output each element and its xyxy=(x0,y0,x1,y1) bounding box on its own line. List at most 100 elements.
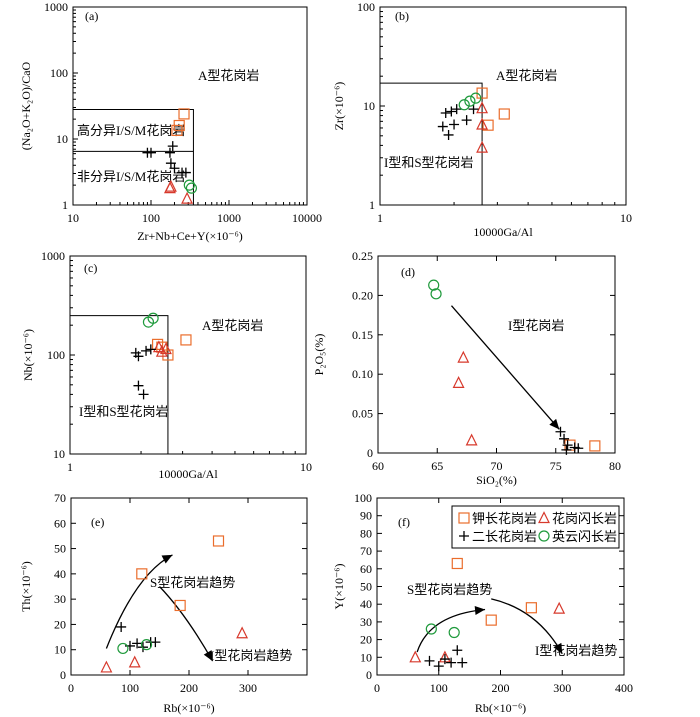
data-point-square-e-1 xyxy=(174,599,186,612)
panel-a-y-tick-label: 1000 xyxy=(44,0,68,14)
data-point-plus-b-2 xyxy=(451,104,462,115)
data-point-plus-d-0 xyxy=(555,426,566,437)
panel-a-x-tick-label: 100 xyxy=(142,211,160,225)
panel-e-field-label-1: I型花岗岩趋势 xyxy=(210,648,292,663)
panel-f-x-tick-label: 200 xyxy=(492,681,510,695)
legend-label-1: 花岗闪长岩 xyxy=(552,511,617,526)
panel-b-x-tick-label: 10 xyxy=(620,211,632,225)
panel-d-y-tick-label: 0.05 xyxy=(352,407,373,421)
panel-e-y-tick-label: 40 xyxy=(54,567,66,581)
data-point-square-f-1 xyxy=(485,614,497,626)
panel-a-y-tick-label: 1 xyxy=(62,198,68,212)
panel-a-field-label-0: A型花岗岩 xyxy=(198,68,259,83)
data-point-plus-f-5 xyxy=(457,657,468,668)
panel-b-panel-label: (b) xyxy=(395,9,409,23)
data-point-plus-b-5 xyxy=(461,115,472,126)
data-point-plus-c-1 xyxy=(133,351,144,362)
panel-d-x-tick-label: 65 xyxy=(431,459,443,473)
data-point-plus-c-3 xyxy=(145,344,156,355)
panel-a-x-tick-label: 10 xyxy=(67,211,79,225)
panel-a-x-tick-label: 1000 xyxy=(217,211,241,225)
panel-b-field-label-1: I型和S型花岗岩 xyxy=(384,155,474,170)
data-point-square-d-1 xyxy=(589,440,601,452)
panel-f-y-tick-label: 20 xyxy=(360,633,372,647)
data-point-triangle-c-1 xyxy=(155,344,168,357)
data-point-plus-d-3 xyxy=(561,444,572,455)
panel-f-y-tick-label: 10 xyxy=(360,650,372,664)
data-point-plus-legend-2 xyxy=(459,531,469,541)
panel-c-field-label-0: A型花岗岩 xyxy=(202,318,263,333)
data-point-plus-c-2 xyxy=(141,345,152,356)
panel-d-y-axis-title: P₂O₅(%) xyxy=(312,334,326,376)
data-point-plus-f-4 xyxy=(452,645,463,656)
data-point-square-f-2 xyxy=(525,602,537,614)
panel-f-y-tick-label: 30 xyxy=(360,615,372,629)
panel-f-x-tick-label: 400 xyxy=(615,681,633,695)
data-point-triangle-f-0 xyxy=(409,650,422,663)
data-point-triangle-a-1 xyxy=(181,191,194,204)
data-point-square-legend-0 xyxy=(458,512,470,524)
panel-f-x-tick-label: 300 xyxy=(553,681,571,695)
panel-c-panel-label: (c) xyxy=(84,261,97,275)
data-point-square-b-2 xyxy=(498,108,510,120)
data-point-plus-b-4 xyxy=(449,119,460,130)
data-point-circle-legend-3 xyxy=(538,530,550,542)
panel-d-trend-arrow xyxy=(450,305,560,430)
data-point-plus-a-6 xyxy=(180,167,191,178)
data-point-square-f-0 xyxy=(451,557,463,570)
panel-e-x-tick-label: 300 xyxy=(239,681,257,695)
panel-e-x-axis-title: Rb(×10⁻⁶) xyxy=(163,701,214,715)
panel-b-y-axis-title: Zr(×10⁻⁶) xyxy=(332,82,346,131)
panel-f-y-tick-label: 70 xyxy=(360,544,372,558)
data-point-plus-d-5 xyxy=(573,443,584,454)
data-point-plus-c-5 xyxy=(138,389,149,400)
panel-e-x-tick-label: 200 xyxy=(180,681,198,695)
panel-f-x-tick-label: 0 xyxy=(374,681,380,695)
panel-a-y-axis-title: (Na₂O+K₂O)/CaO xyxy=(19,61,33,150)
panel-a-x-tick-label: 10000 xyxy=(292,211,322,225)
data-point-circle-f-0 xyxy=(425,623,437,635)
data-point-plus-d-2 xyxy=(562,440,573,451)
panel-d-x-tick-label: 80 xyxy=(609,459,621,473)
panel-e-y-tick-label: 20 xyxy=(54,617,66,631)
panel-c-x-axis-title: 10000Ga/Al xyxy=(158,467,218,481)
panel-b-plot-frame xyxy=(379,6,627,206)
panel-b-y-tick-label: 1 xyxy=(369,198,375,212)
data-point-plus-a-1 xyxy=(146,147,156,158)
panel-f-s-trend-arrow xyxy=(416,608,486,653)
panel-a-plot-frame xyxy=(72,6,308,206)
panel-e-y-tick-label: 60 xyxy=(54,516,66,530)
panel-b-field-label-0: A型花岗岩 xyxy=(496,68,557,83)
panel-f-y-tick-label: 80 xyxy=(360,526,372,540)
data-point-square-b-1 xyxy=(482,119,494,131)
panel-f-y-tick-label: 40 xyxy=(360,597,372,611)
data-point-plus-a-3 xyxy=(165,158,176,169)
panel-f-i-trend-arrow-head xyxy=(553,642,563,654)
data-point-plus-c-4 xyxy=(133,380,144,391)
data-point-square-c-2 xyxy=(162,349,174,361)
panel-d-x-tick-label: 60 xyxy=(372,459,384,473)
data-point-triangle-d-2 xyxy=(465,433,478,446)
panel-d-plot-frame xyxy=(377,255,616,454)
panel-f-y-tick-label: 50 xyxy=(360,580,372,594)
panel-a-y-tick-label: 10 xyxy=(56,132,68,146)
data-point-square-c-0 xyxy=(151,338,164,350)
data-point-plus-a-4 xyxy=(169,163,180,174)
data-point-circle-c-1 xyxy=(147,312,159,324)
data-point-plus-f-1 xyxy=(433,661,444,672)
data-point-triangle-c-2 xyxy=(159,342,172,355)
panel-a-field-label-2: 非分异I/S/M花岗岩 xyxy=(77,169,185,184)
panel-c-x-tick-label: 1 xyxy=(67,460,73,474)
data-point-circle-e-0 xyxy=(117,642,129,655)
data-point-circle-e-1 xyxy=(140,639,153,651)
panel-f-y-tick-label: 0 xyxy=(366,668,372,682)
panel-f-field-label-1: I型花岗岩趋势 xyxy=(535,643,617,658)
data-point-plus-f-3 xyxy=(446,657,457,668)
data-point-plus-b-0 xyxy=(440,107,451,118)
data-point-plus-e-3 xyxy=(137,642,148,653)
panel-a-panel-label: (a) xyxy=(85,9,98,23)
panel-f-y-tick-label: 90 xyxy=(360,509,372,523)
data-point-square-a-2 xyxy=(171,124,183,136)
data-point-square-e-2 xyxy=(212,535,225,547)
data-point-circle-a-0 xyxy=(183,179,195,191)
